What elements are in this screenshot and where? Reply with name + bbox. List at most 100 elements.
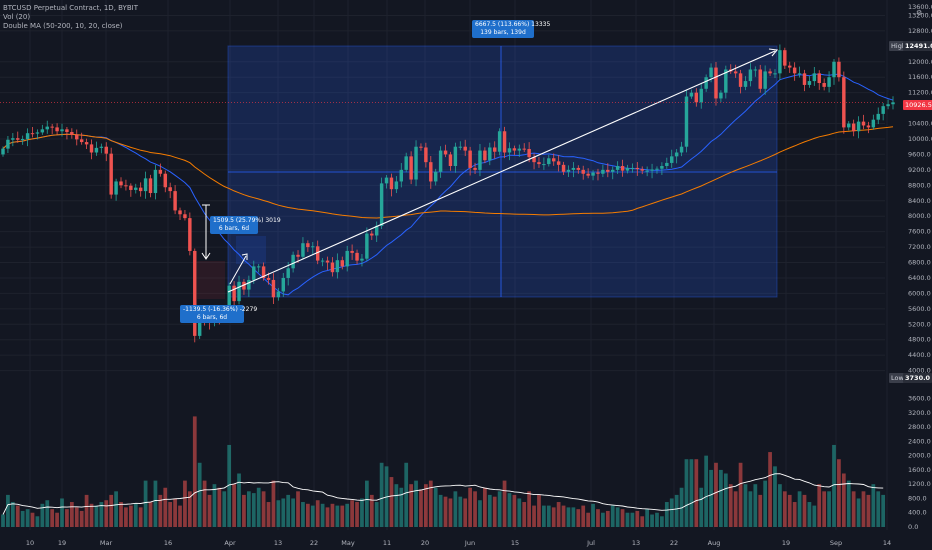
volume-bar [812, 505, 817, 527]
grid-lines [0, 0, 888, 530]
candle-body [355, 252, 359, 261]
volume-bar [881, 494, 886, 527]
candle-body [807, 81, 812, 85]
measure-arrow-down-head [201, 252, 211, 260]
candle-body [197, 310, 202, 336]
candle-body [232, 285, 236, 302]
candle-body [291, 254, 295, 269]
volume-bar [655, 512, 659, 527]
symbol-title: BTCUSD Perpetual Contract, 1D, BYBIT [3, 4, 138, 12]
volume-bar [768, 452, 772, 527]
candle-body [75, 134, 79, 140]
price-axis: 13600.013200.0 12800.0 12000.0 11600.0 11200… [908, 3, 932, 531]
measure-up-bars: 6 bars, 6d [218, 225, 250, 232]
volume-bar [330, 503, 335, 527]
settings-icon[interactable]: ⚙ [916, 9, 923, 17]
candle-body [242, 281, 246, 290]
candle-body [566, 169, 571, 172]
candle-body [851, 123, 856, 132]
candle-body [792, 67, 797, 74]
candle-body [670, 156, 674, 163]
volume-bar [625, 512, 630, 527]
candle-body [625, 167, 630, 171]
volume-bar [551, 507, 556, 527]
volume-bar [69, 502, 74, 527]
volume-bar [502, 480, 507, 527]
volume-bar [733, 491, 738, 527]
candle-body [827, 77, 831, 87]
high-label-tag: High [889, 41, 908, 51]
volume-bar [851, 491, 856, 527]
volume-bar [728, 484, 733, 527]
volume-bar [89, 503, 94, 527]
ma-200-line [2, 126, 894, 219]
volume-tick-label: 3600.0 [908, 395, 931, 403]
double-ma-indicator-label: Double MA (50-200, 10, 20, close) [3, 22, 123, 30]
candle-body [748, 69, 753, 82]
time-tick-label: Jun [464, 539, 475, 547]
time-axis: 10 19 Mar 16 Apr 13 22 May 11 20 Jun 15 Jul 13 22 Aug 19… [26, 539, 891, 547]
volume-bar [315, 500, 320, 527]
measure-arrow-up [229, 255, 247, 285]
candle-body [832, 61, 836, 78]
candle-body [783, 50, 787, 66]
volume-bar [25, 509, 30, 527]
volume-bar [389, 477, 394, 527]
volume-bar [556, 502, 561, 527]
candle-body [168, 187, 172, 192]
time-tick-label: May [341, 539, 355, 547]
volume-bar [807, 502, 812, 527]
low-label-tag: Low [889, 373, 906, 383]
volume-bar [443, 496, 448, 527]
measure-box-main: 6667.5 (113.66%) 13335 139 bars, 139d [472, 20, 550, 38]
volume-bar [522, 502, 527, 527]
time-tick-label: 10 [26, 539, 34, 547]
candle-body [802, 73, 807, 85]
candle-body [365, 233, 369, 259]
volume-bar [694, 459, 699, 527]
volume-bar [232, 484, 236, 527]
volume-bar [674, 494, 679, 527]
time-tick-label: Sep [830, 539, 842, 547]
volume-bar [478, 500, 482, 527]
candle-body [478, 150, 482, 170]
candle-body [768, 71, 772, 74]
candle-body [847, 123, 851, 128]
volume-bar [45, 500, 50, 527]
volume-bar [438, 494, 443, 527]
volume-bar [743, 484, 748, 527]
measure-rect-down [197, 261, 225, 299]
volume-bar [512, 494, 517, 527]
volume-bar [778, 484, 782, 527]
price-tick-label: 8400.0 [908, 197, 931, 205]
candle-body [158, 169, 163, 174]
time-tick-label: 22 [670, 539, 678, 547]
candle-body [414, 146, 418, 180]
candle-body [237, 281, 241, 302]
volume-bar [65, 509, 69, 527]
price-tick-label: 9600.0 [908, 150, 931, 158]
volume-bar [468, 487, 472, 527]
candle-body [601, 169, 605, 174]
measure-rect-up [236, 236, 266, 264]
candle-body [679, 146, 684, 153]
price-tick-label: 4000.0 [908, 367, 931, 375]
volume-bar [301, 502, 305, 527]
price-tick-label: 6400.0 [908, 274, 931, 282]
time-tick-label: 22 [310, 539, 318, 547]
volume-bar [119, 502, 123, 527]
volume-tick-label: 400.0 [908, 509, 927, 517]
volume-bar [527, 491, 532, 527]
candle-body [163, 173, 167, 188]
candle-body [655, 168, 659, 170]
volume-bar [183, 480, 187, 527]
volume-bar [458, 496, 463, 527]
volume-bar [660, 516, 664, 527]
volume-bar [217, 487, 222, 527]
candle-body [763, 71, 767, 89]
volume-bar [246, 491, 251, 527]
candle-body [473, 167, 477, 170]
candle-body [320, 260, 325, 262]
candle-body [684, 96, 689, 147]
